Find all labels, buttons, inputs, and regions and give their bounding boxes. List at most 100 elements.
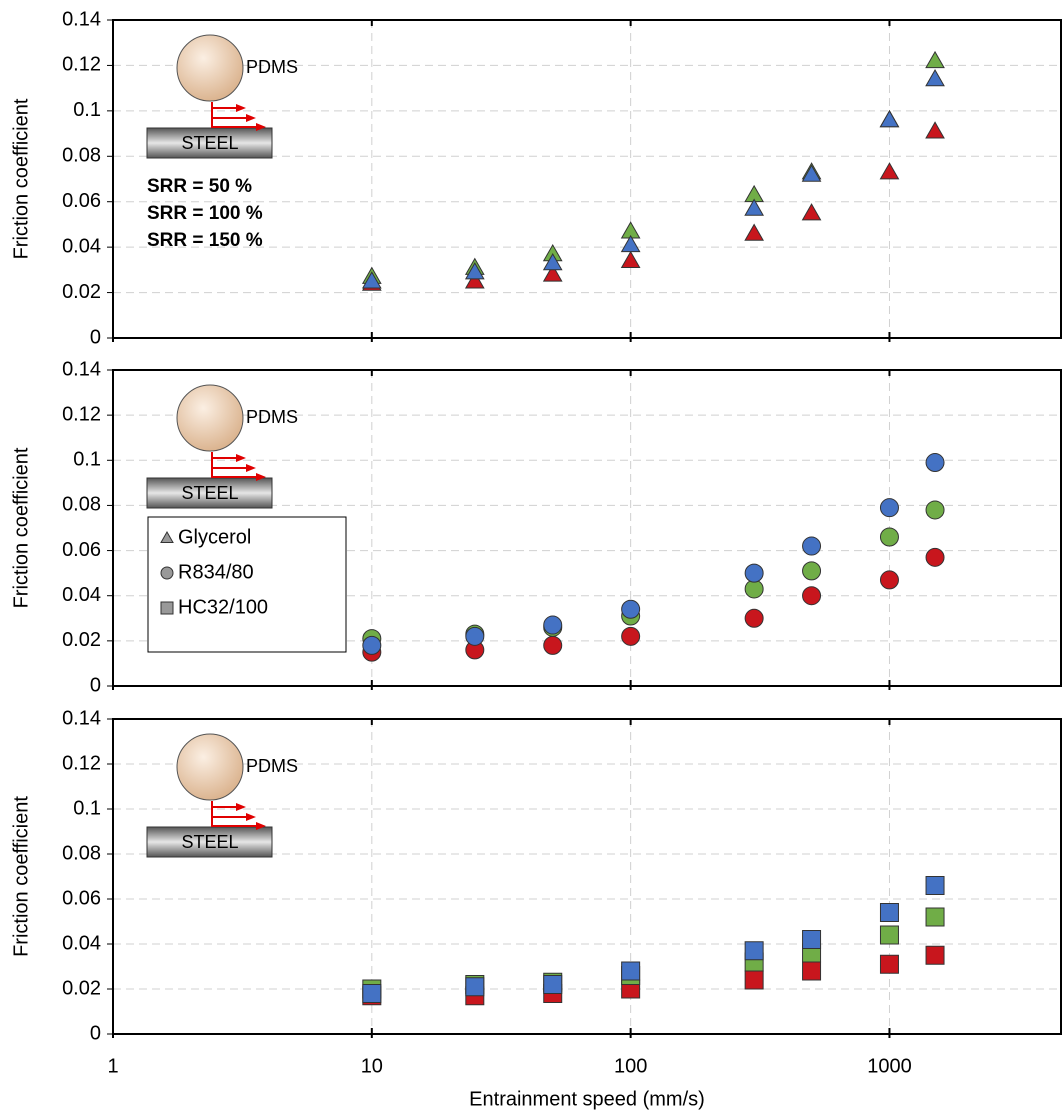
marker-triangle xyxy=(879,109,900,128)
arrow-head xyxy=(236,104,246,112)
inset-label: STEEL xyxy=(181,832,238,852)
marker-triangle xyxy=(160,530,174,543)
marker-triangle xyxy=(620,234,641,253)
y-axis-label: Friction coefficient xyxy=(10,796,32,957)
y-tick-label: 0.14 xyxy=(62,358,101,380)
marker-square xyxy=(744,941,764,961)
x-axis-label: Entrainment speed (mm/s) xyxy=(469,1088,705,1110)
y-tick-label: 0.02 xyxy=(62,977,101,999)
marker-triangle xyxy=(744,223,764,241)
marker-circle xyxy=(879,498,899,518)
marker-circle xyxy=(160,566,174,580)
marker-triangle xyxy=(925,121,945,139)
steel-block xyxy=(146,477,273,509)
legend-entry: Glycerol xyxy=(178,526,251,548)
marker-circle xyxy=(621,599,641,619)
y-axis-label: Friction coefficient xyxy=(10,98,32,259)
marker-triangle xyxy=(542,264,563,282)
arrow-head xyxy=(256,123,266,131)
y-tick-label: 0.02 xyxy=(62,629,101,651)
inset-label: PDMS xyxy=(246,756,298,776)
arrow-head xyxy=(246,464,256,472)
marker-square xyxy=(925,907,945,927)
marker-square xyxy=(879,954,899,974)
x-tick-label: 1000 xyxy=(867,1055,912,1077)
y-tick-label: 0.06 xyxy=(62,887,101,909)
y-tick-label: 0.14 xyxy=(62,707,101,729)
marker-circle xyxy=(543,635,563,655)
inset-label: STEEL xyxy=(181,483,238,503)
y-tick-label: 0 xyxy=(90,326,101,348)
pdms-ball xyxy=(176,384,244,452)
marker-square xyxy=(879,903,899,922)
pdms-ball xyxy=(176,733,244,801)
marker-triangle xyxy=(801,164,822,182)
marker-square xyxy=(744,970,764,990)
marker-triangle xyxy=(464,271,485,289)
marker-circle xyxy=(621,626,641,646)
marker-circle xyxy=(802,561,822,581)
marker-triangle xyxy=(744,198,764,216)
y-tick-label: 0 xyxy=(90,674,101,696)
y-tick-label: 0.06 xyxy=(62,190,101,212)
arrow-head xyxy=(246,813,256,821)
y-tick-label: 0.08 xyxy=(62,842,101,864)
y-tick-label: 0.04 xyxy=(62,235,101,257)
y-tick-label: 0.04 xyxy=(62,932,101,954)
inset-label: PDMS xyxy=(246,407,298,427)
marker-circle xyxy=(802,586,822,606)
y-tick-label: 0.12 xyxy=(62,752,101,774)
arrow-head xyxy=(246,114,256,122)
marker-square xyxy=(362,984,382,1003)
marker-circle xyxy=(879,527,899,547)
x-tick-label: 100 xyxy=(614,1055,647,1077)
legend-entry: R834/80 xyxy=(178,561,254,583)
plot-frame xyxy=(112,718,1062,1035)
marker-square xyxy=(543,975,563,994)
marker-circle xyxy=(744,563,764,583)
plot-frame xyxy=(112,19,1062,339)
legend-entry: SRR = 100 % xyxy=(147,203,263,224)
x-tick-label: 10 xyxy=(361,1055,383,1077)
marker-circle xyxy=(879,570,899,590)
steel-block xyxy=(146,127,273,159)
marker-circle xyxy=(925,500,945,520)
marker-circle xyxy=(802,536,822,556)
marker-square xyxy=(802,961,822,981)
marker-circle xyxy=(465,626,485,646)
marker-square xyxy=(621,961,641,981)
marker-square xyxy=(925,876,945,895)
y-tick-label: 0.02 xyxy=(62,281,101,303)
y-tick-label: 0.08 xyxy=(62,145,101,167)
y-tick-label: 0.08 xyxy=(62,494,101,516)
legend-entry: SRR = 50 % xyxy=(147,176,252,197)
legend-box xyxy=(147,516,347,653)
inset-label: STEEL xyxy=(181,133,238,153)
marker-square xyxy=(802,930,822,949)
marker-triangle xyxy=(925,50,945,69)
marker-square xyxy=(465,977,485,997)
arrow-head xyxy=(256,473,266,481)
marker-triangle xyxy=(620,250,641,269)
marker-circle xyxy=(744,608,764,628)
y-tick-label: 0.12 xyxy=(62,403,101,425)
y-tick-label: 0.1 xyxy=(73,99,101,121)
marker-square xyxy=(160,601,174,615)
arrow-head xyxy=(236,803,246,811)
marker-triangle xyxy=(801,203,822,221)
steel-block xyxy=(146,826,273,858)
plot-frame xyxy=(112,369,1062,687)
y-tick-label: 0.06 xyxy=(62,539,101,561)
marker-circle xyxy=(362,635,382,655)
y-axis-label: Friction coefficient xyxy=(10,447,32,608)
x-tick-label: 1 xyxy=(107,1055,118,1077)
y-tick-label: 0.1 xyxy=(73,797,101,819)
arrow-head xyxy=(236,454,246,462)
marker-triangle xyxy=(542,253,563,271)
pdms-ball xyxy=(176,34,244,102)
y-tick-label: 0.04 xyxy=(62,584,101,606)
inset-label: PDMS xyxy=(246,57,298,77)
legend-entry: HC32/100 xyxy=(178,596,268,618)
